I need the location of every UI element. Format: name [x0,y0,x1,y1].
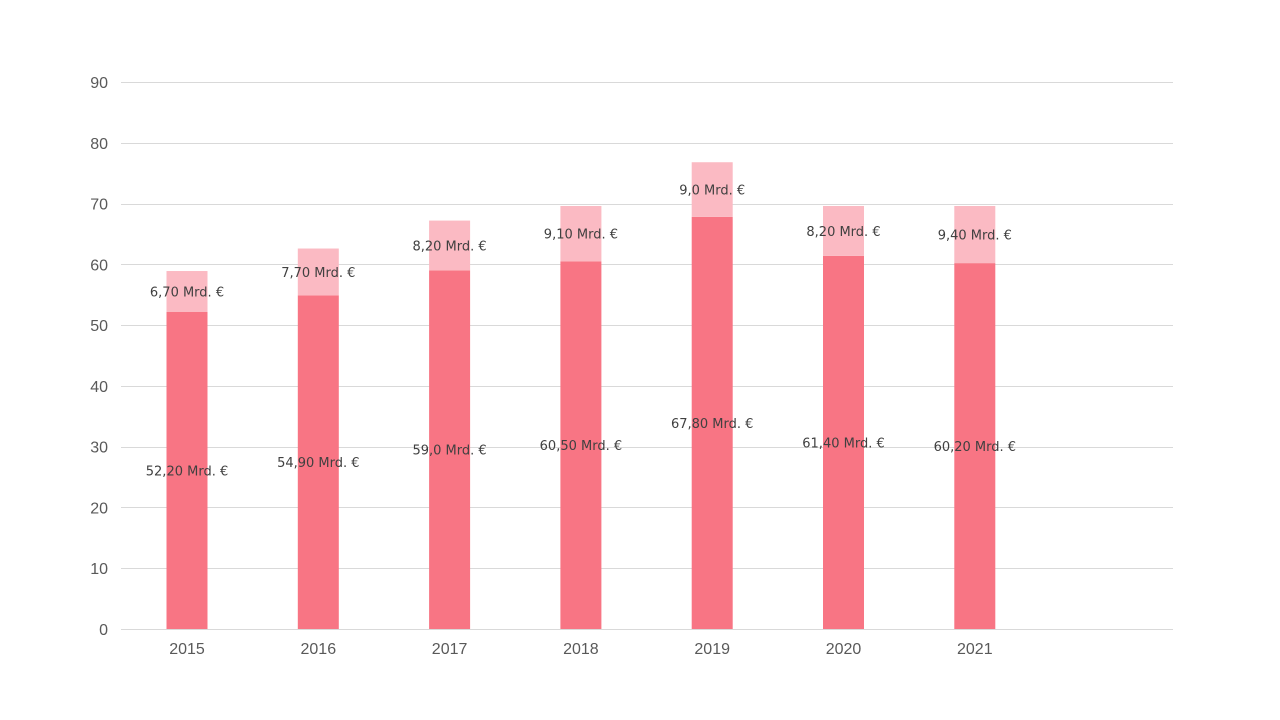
gridlines [121,82,1173,630]
y-tick-label: 70 [90,197,108,214]
data-label: 60,50 Mrd. € [540,439,622,454]
data-label: 8,20 Mrd. € [412,239,486,254]
y-tick-label: 90 [90,75,108,92]
x-tick-label: 2015 [169,641,205,658]
data-label: 6,70 Mrd. € [150,285,224,300]
y-axis-tick-labels: 0 10 20 30 40 50 60 70 80 90 [90,75,108,639]
y-tick-label: 30 [90,440,108,457]
data-label: 54,90 Mrd. € [277,456,359,471]
data-label: 52,20 Mrd. € [146,464,228,479]
bar-base-segment [823,255,864,629]
data-label: 67,80 Mrd. € [671,417,753,432]
bar-top-segment [823,205,864,256]
y-tick-label: 0 [99,622,108,639]
data-label: 8,20 Mrd. € [806,225,880,240]
data-label: 9,10 Mrd. € [544,228,618,243]
x-tick-label: 2020 [826,641,862,658]
bar-top-segment [560,205,602,262]
y-tick-label: 10 [90,561,108,578]
y-tick-label: 20 [90,500,108,517]
bars [166,162,996,629]
data-label: 7,70 Mrd. € [281,266,355,281]
y-tick-label: 50 [90,318,108,335]
bar-top-segment [691,162,733,217]
x-tick-label: 2018 [563,641,599,658]
bar-base-segment [166,311,208,629]
x-axis-tick-labels: 2015 2016 2017 2018 2019 2020 2021 [169,641,992,658]
bar-base-segment [297,295,339,629]
x-tick-label: 2019 [694,641,730,658]
bar-top-segment [297,248,339,296]
bar-base-segment [560,261,602,629]
bar-top-segment [429,220,471,271]
bar-base-segment [691,216,733,629]
data-label: 60,20 Mrd. € [934,440,1016,455]
x-tick-label: 2021 [957,641,993,658]
y-tick-label: 80 [90,136,108,153]
bar-base-segment [954,263,996,629]
x-tick-label: 2016 [301,641,337,658]
bar-top-segment [166,271,208,312]
data-label: 59,0 Mrd. € [412,444,486,459]
data-label: 61,40 Mrd. € [802,436,884,451]
bar-base-segment [429,270,471,629]
y-tick-label: 40 [90,379,108,396]
data-label: 9,0 Mrd. € [679,184,745,199]
bar-top-segment [954,205,996,264]
data-label: 9,40 Mrd. € [938,229,1012,244]
data-labels: 52,20 Mrd. € 6,70 Mrd. € 54,90 Mrd. € 7,70 … [146,184,1016,480]
y-tick-label: 60 [90,257,108,274]
x-tick-label: 2017 [432,641,468,658]
